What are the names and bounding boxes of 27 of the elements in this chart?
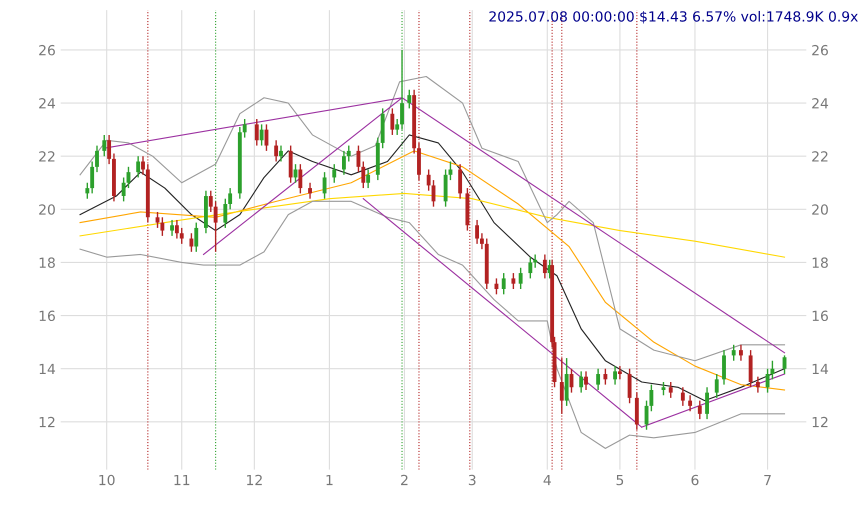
x-tick-label: 1 [326, 474, 333, 486]
y-tick-label: 12 [40, 416, 54, 428]
y2-tick-label: 16 [812, 310, 828, 322]
y2-tick-label: 14 [812, 364, 828, 374]
x-tick-label: 11 [174, 474, 190, 486]
y2-tick-label: 18 [812, 257, 828, 268]
y-tick-label: 24 [39, 98, 56, 108]
x-tick-label: 5 [616, 474, 624, 486]
x-tick-label: 10 [99, 474, 115, 486]
y-tick-label: 26 [39, 44, 55, 56]
y2-tick-label: 22 [812, 151, 828, 162]
chart-title: 2025.07.08 00:00:00 $14.43 6.57% vol:1748.9K 0.9x [489, 10, 858, 24]
y-tick-label: 20 [39, 204, 55, 215]
y-tick-label: 14 [40, 364, 56, 374]
x-tick-label: 7 [764, 474, 771, 486]
y-tick-label: 16 [40, 310, 55, 322]
y-tick-label: 22 [39, 151, 54, 162]
y2-tick-label: 12 [812, 416, 828, 428]
y2-tick-label: 24 [812, 98, 828, 108]
x-tick-label: 3 [468, 474, 476, 486]
x-tick-label: 12 [247, 474, 262, 486]
y2-tick-label: 20 [812, 204, 828, 215]
y2-tick-label: 26 [812, 44, 828, 56]
x-tick-label: 2 [401, 474, 408, 486]
x-tick-label: 6 [692, 474, 698, 486]
x-tick-label: 4 [544, 474, 551, 486]
y-tick-label: 18 [40, 257, 55, 268]
